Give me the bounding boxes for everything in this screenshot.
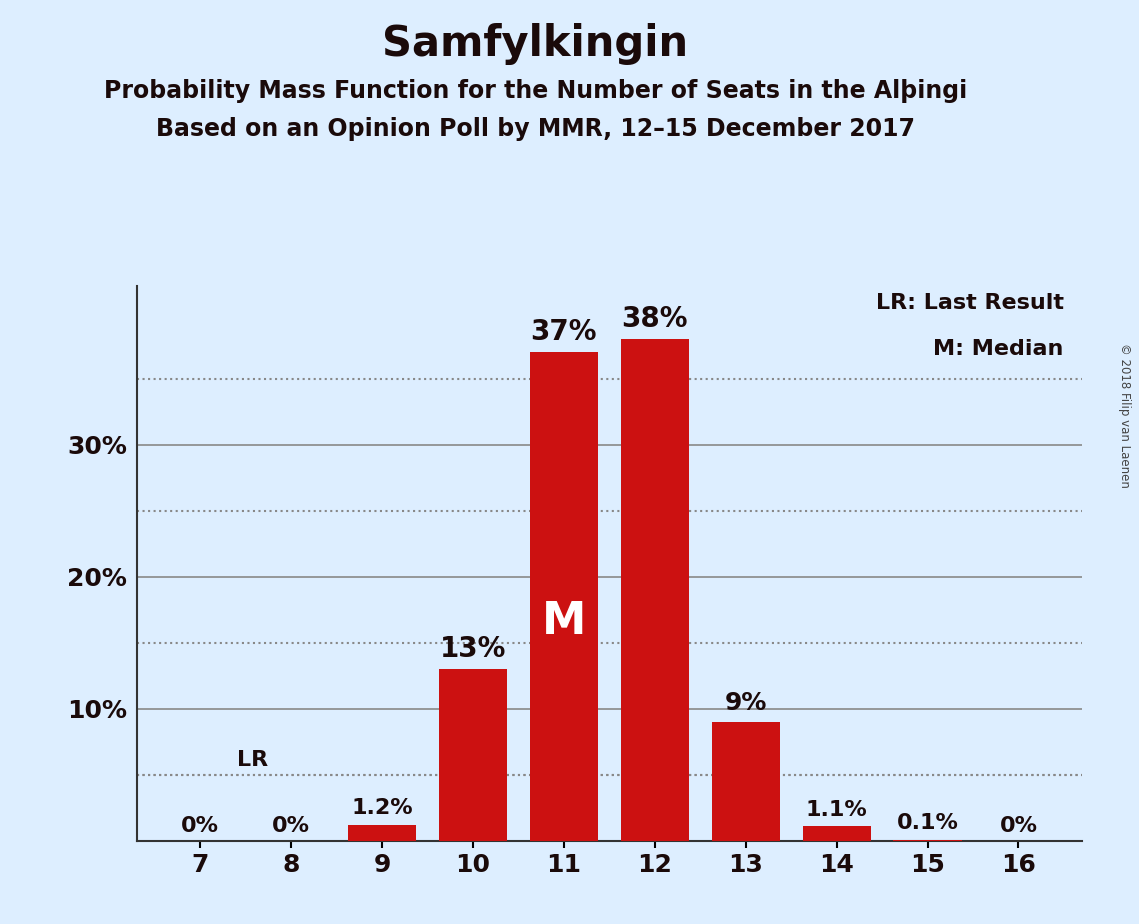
Text: 9%: 9% [724, 691, 767, 715]
Text: LR: LR [237, 749, 268, 770]
Bar [530, 352, 598, 841]
Text: 0%: 0% [272, 816, 310, 835]
Text: © 2018 Filip van Laenen: © 2018 Filip van Laenen [1118, 344, 1131, 488]
Text: Probability Mass Function for the Number of Seats in the Alþingi: Probability Mass Function for the Number… [104, 79, 967, 103]
Bar [439, 669, 507, 841]
Text: 0%: 0% [999, 816, 1038, 835]
Text: 0%: 0% [181, 816, 220, 835]
Text: 37%: 37% [531, 318, 597, 346]
Text: M: M [542, 600, 587, 642]
Text: 0.1%: 0.1% [896, 813, 958, 833]
Text: 13%: 13% [440, 635, 506, 663]
Bar [621, 339, 689, 841]
Text: 1.2%: 1.2% [351, 798, 413, 819]
Bar [349, 825, 416, 841]
Bar [893, 840, 961, 841]
Bar [712, 722, 780, 841]
Bar [803, 826, 870, 841]
Text: 38%: 38% [622, 305, 688, 333]
Text: Based on an Opinion Poll by MMR, 12–15 December 2017: Based on an Opinion Poll by MMR, 12–15 D… [156, 117, 915, 141]
Text: Samfylkingin: Samfylkingin [383, 23, 688, 65]
Text: LR: Last Result: LR: Last Result [876, 293, 1064, 313]
Text: M: Median: M: Median [934, 339, 1064, 359]
Text: 1.1%: 1.1% [805, 799, 868, 820]
